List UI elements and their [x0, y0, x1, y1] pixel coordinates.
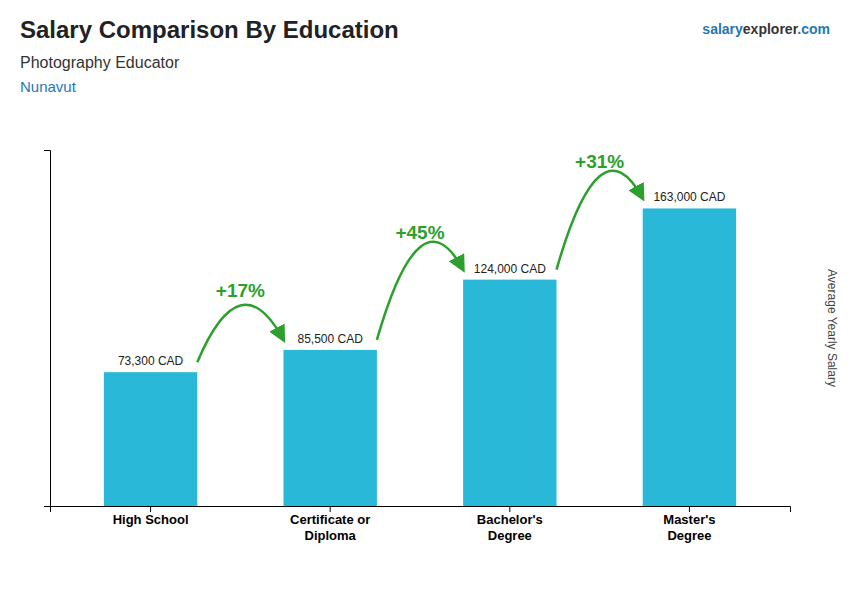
x-tick-label-line: Diploma — [305, 528, 357, 543]
y-label: Average Yearly Salary — [825, 269, 839, 387]
x-tick-label-line: Degree — [667, 528, 711, 543]
chart-container: Salary Comparison By Education Photograph… — [0, 0, 850, 606]
x-tick: High School — [113, 506, 189, 527]
annotation: +17% — [216, 280, 265, 301]
x-tick-label: Certificate orDiploma — [290, 512, 370, 543]
chart-svg: Salary Comparison By Education Photograph… — [0, 0, 850, 606]
annotation: +31% — [575, 151, 624, 172]
arrow — [557, 171, 643, 270]
title: Salary Comparison By Education — [20, 16, 399, 43]
data-label: 73,300 CAD — [118, 354, 184, 368]
website: salaryexplorer.com — [702, 21, 830, 37]
x-tick-line — [509, 506, 510, 512]
x-axis: High School Certificate orDiploma Bachelor… — [51, 506, 791, 543]
y-axis-line — [44, 151, 51, 507]
arrow — [377, 242, 463, 340]
x-tick: Bachelor'sDegree — [477, 506, 543, 543]
subtitle: Photography Educator — [20, 54, 180, 71]
x-tick-label: Bachelor'sDegree — [477, 512, 543, 543]
y-axis — [44, 151, 51, 507]
x-tick: Certificate orDiploma — [290, 506, 370, 543]
arrow — [197, 305, 283, 362]
x-tick: Master'sDegree — [663, 506, 715, 543]
data-label: 163,000 CAD — [653, 190, 725, 204]
x-tick-line — [689, 506, 690, 512]
bar — [104, 372, 197, 506]
plot-area: High School Certificate orDiploma Bachelor… — [44, 151, 791, 543]
x-axis-line — [51, 507, 791, 513]
x-tick-label-line: Degree — [488, 528, 532, 543]
x-tick-label-line: Master's — [663, 512, 715, 527]
bar — [463, 280, 556, 506]
x-tick-label: High School — [113, 512, 189, 527]
bars — [104, 208, 736, 506]
x-tick-line — [150, 506, 151, 512]
location: Nunavut — [20, 78, 77, 95]
website-part: salary — [702, 21, 743, 37]
data-label: 85,500 CAD — [298, 332, 364, 346]
x-tick-label-line: Certificate or — [290, 512, 370, 527]
website-part: .com — [797, 21, 830, 37]
website-part: explorer — [743, 21, 799, 37]
x-tick-label: Master'sDegree — [663, 512, 715, 543]
bar — [643, 208, 736, 506]
bar — [283, 350, 376, 506]
data-labels: 73,300 CAD 85,500 CAD 124,000 CAD 163,000 C… — [118, 190, 726, 368]
x-tick-line — [330, 506, 331, 512]
data-label: 124,000 CAD — [474, 262, 546, 276]
x-tick-label-line: High School — [113, 512, 189, 527]
x-tick-label-line: Bachelor's — [477, 512, 543, 527]
annotations: +17% +45% +31% — [197, 151, 642, 362]
annotation: +45% — [395, 222, 444, 243]
